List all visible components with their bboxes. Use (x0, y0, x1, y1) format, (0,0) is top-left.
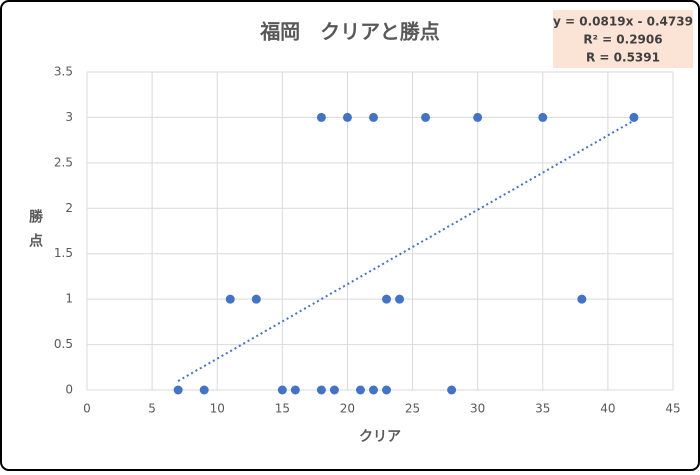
data-point (316, 112, 326, 122)
annotation-box (553, 10, 693, 68)
data-point (421, 112, 431, 122)
data-point (342, 112, 352, 122)
data-point (368, 385, 378, 395)
data-point (382, 385, 392, 395)
data-point (173, 385, 183, 395)
x-tick-label: 40 (600, 402, 615, 416)
data-point (447, 385, 457, 395)
x-tick-label: 5 (148, 402, 156, 416)
data-point (277, 385, 287, 395)
data-point (538, 112, 548, 122)
x-tick-label: 15 (275, 402, 290, 416)
x-tick-label: 45 (665, 402, 680, 416)
data-point (577, 294, 587, 304)
r-squared: R² = 0.2906 (583, 33, 662, 47)
x-tick-label: 25 (405, 402, 420, 416)
x-tick-label: 35 (535, 402, 550, 416)
data-point (199, 385, 209, 395)
y-tick-label: 0 (65, 383, 73, 397)
x-tick-label: 20 (340, 402, 355, 416)
x-axis-label: クリア (359, 429, 401, 445)
x-tick-label: 30 (470, 402, 485, 416)
y-axis-label: 勝点 (27, 208, 43, 257)
y-tick-label: 2.5 (54, 155, 73, 169)
data-point (368, 112, 378, 122)
y-tick-label: 3.5 (54, 65, 73, 79)
data-point (473, 112, 483, 122)
data-point (382, 294, 392, 304)
data-point (225, 294, 235, 304)
x-tick-label: 0 (83, 402, 91, 416)
y-tick-label: 3 (65, 110, 73, 124)
data-point (251, 294, 261, 304)
data-point (316, 385, 326, 395)
chart-title: 福岡 クリアと勝点 (259, 20, 440, 44)
trend-equation: y = 0.0819x - 0.4739 (553, 15, 693, 29)
data-point (629, 112, 639, 122)
data-point (290, 385, 300, 395)
x-tick-label: 10 (210, 402, 225, 416)
data-point (355, 385, 365, 395)
y-tick-label: 2 (65, 201, 73, 215)
y-tick-label: 1.5 (54, 246, 73, 260)
y-tick-label: 0.5 (54, 337, 73, 351)
y-tick-label: 1 (65, 292, 73, 306)
data-point (395, 294, 405, 304)
data-point (329, 385, 339, 395)
r-value: R = 0.5391 (586, 51, 660, 65)
